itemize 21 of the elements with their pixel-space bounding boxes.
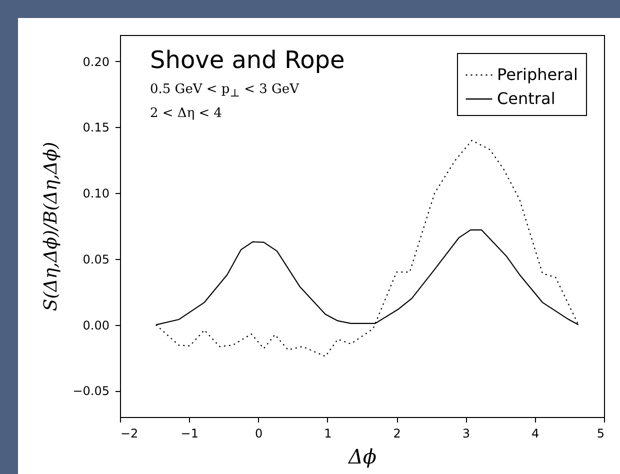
x-axis-title: Δϕ xyxy=(347,444,377,468)
x-tick-label: 2 xyxy=(393,426,401,440)
annotation: Shove and Rope xyxy=(150,46,345,74)
x-tick-label: 4 xyxy=(532,426,540,440)
y-tick-label: 0.15 xyxy=(82,120,110,135)
x-tick-label: 3 xyxy=(462,426,470,440)
annotation: 2 < Δη < 4 xyxy=(150,106,222,121)
x-tick-label: −2 xyxy=(120,426,138,440)
y-tick-label: 0.05 xyxy=(82,252,110,266)
legend-label: Central xyxy=(497,89,556,108)
y-tick-label: 0.20 xyxy=(82,54,110,69)
x-tick-label: 1 xyxy=(324,426,332,440)
y-axis-title: S(Δη,Δϕ)/B(Δη,Δϕ) xyxy=(40,142,62,312)
y-tick-label: −0.05 xyxy=(72,384,110,398)
y-tick-label: 0.10 xyxy=(82,186,110,201)
y-tick-label: 0.00 xyxy=(82,318,110,332)
x-tick-label: 5 xyxy=(596,426,604,440)
legend-label: Peripheral xyxy=(497,65,578,84)
x-tick-label: −1 xyxy=(180,426,198,440)
x-tick-label: 0 xyxy=(254,426,263,440)
annotation: 0.5 GeV < p$_{⊥}$ < 3 GeV xyxy=(150,82,299,100)
